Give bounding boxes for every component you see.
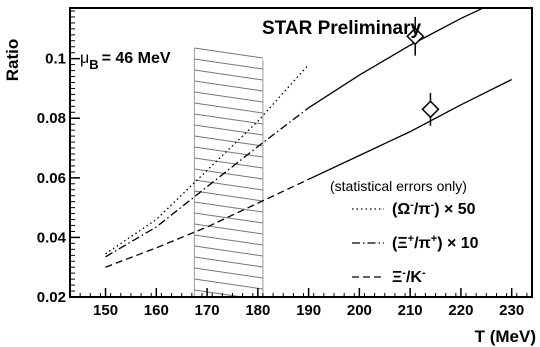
y-tick-label: 0.08 <box>37 110 66 127</box>
hatch-line <box>194 168 263 180</box>
hatch-line <box>194 91 263 103</box>
y-axis-title: Ratio <box>3 39 22 82</box>
x-axis-title: T (MeV) <box>475 327 536 346</box>
hatch-line <box>194 113 263 125</box>
measured-point-diamond <box>406 27 425 46</box>
hatch-line <box>194 190 263 202</box>
x-tick-label: 230 <box>499 302 524 319</box>
hatch-line <box>194 245 263 257</box>
series-line-xi-k-solid <box>308 78 512 180</box>
x-tick-label: 170 <box>195 302 220 319</box>
hatch-line <box>194 146 263 158</box>
hatch-line <box>194 278 263 290</box>
series-line-xi-plus-solid <box>308 8 485 109</box>
x-tick-label: 160 <box>144 302 169 319</box>
mu-b-label: μB = 46 MeV <box>80 50 171 72</box>
series-line-omega <box>105 64 310 255</box>
hatch-line <box>194 47 263 59</box>
legend-label: (Ω-/π-) × 50 <box>392 199 476 218</box>
legend: (Ω-/π-) × 50 (Ξ+/π+) × 10 Ξ-/K- <box>352 199 479 286</box>
series-line-xi-k-styled <box>105 178 309 268</box>
y-tick-label: 0.04 <box>37 229 67 246</box>
hatch-line <box>194 334 263 344</box>
hatched-temperature-band <box>193 47 264 344</box>
legend-label: (Ξ+/π+) × 10 <box>392 233 479 252</box>
hatch-line <box>194 80 263 92</box>
hatch-line <box>194 267 263 279</box>
x-tick-label: 200 <box>347 302 372 319</box>
measured-points-group <box>406 16 440 126</box>
x-tick-label: 150 <box>93 302 118 319</box>
hatch-line <box>194 201 263 213</box>
plot-frame <box>69 7 533 298</box>
axes-group: 150 160 170 180 190 200 210 220 230 0.02 0.04 0.06 0… <box>37 10 528 319</box>
y-tick-label: 0.1 <box>45 51 66 68</box>
chart-title: STAR Preliminary <box>262 18 422 39</box>
hatch-line <box>194 69 263 81</box>
x-tick-label: 220 <box>448 302 473 319</box>
hatch-line <box>194 323 263 333</box>
hatch-line <box>194 179 263 191</box>
hatch-line <box>194 212 263 224</box>
y-tick-label: 0.02 <box>37 289 66 306</box>
hatch-line <box>194 223 263 235</box>
measured-point-diamond <box>421 100 440 119</box>
x-tick-label: 210 <box>398 302 423 319</box>
legend-label: Ξ-/K- <box>392 267 426 286</box>
y-tick-label: 0.06 <box>37 170 66 187</box>
hatch-line <box>194 157 263 169</box>
series-group <box>105 8 512 268</box>
x-tick-label: 190 <box>296 302 321 319</box>
hatch-line <box>194 289 246 297</box>
hatch-line <box>194 256 263 268</box>
hatch-line <box>194 124 263 136</box>
hatch-line <box>194 102 263 114</box>
hatch-line <box>194 58 263 70</box>
x-tick-label: 180 <box>245 302 270 319</box>
statistical-errors-note: (statistical errors only) <box>330 178 467 194</box>
hatch-line <box>194 135 263 147</box>
hatch-line <box>194 234 263 246</box>
